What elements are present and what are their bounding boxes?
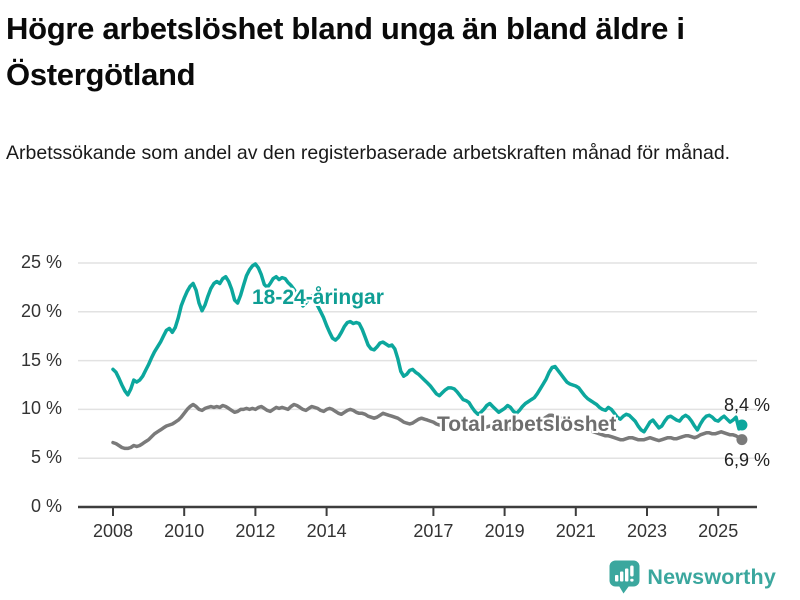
series-end-dot-0 [736,419,748,431]
y-axis-tick-label: 15 % [20,349,62,370]
end-value-label-total: 6,9 % [724,450,771,470]
x-axis-tick-label: 2010 [164,521,205,541]
series-label-total: Total arbetslöshet [437,413,617,436]
x-axis-tick-label: 2019 [484,521,525,541]
series-end-dot-1 [736,434,748,446]
x-axis-tick-label: 2025 [698,521,739,541]
x-axis-tick-label: 2012 [235,521,276,541]
brand-name: Newsworthy [647,564,776,589]
y-axis-tick-label: 25 % [20,252,62,272]
x-axis-tick-label: 2021 [555,521,596,541]
newsworthy-bar-chart-speech-bubble-icon [609,560,640,594]
x-axis-tick-label: 2023 [626,521,668,541]
y-axis-tick-label: 5 % [30,447,62,468]
x-axis-tick-label: 2017 [413,521,454,541]
x-axis-tick-label: 2014 [306,521,347,541]
page-subtitle: Arbetssökande som andel av den registerb… [6,142,731,164]
x-axis-tick-label: 2008 [92,521,134,541]
series-label-youth: 18-24-åringar [252,286,384,309]
y-axis-tick-label: 0 % [30,496,62,516]
brand-footer: Newsworthy [609,560,776,594]
end-value-label-youth: 8,4 % [724,395,771,415]
y-axis-tick-label: 10 % [20,398,62,419]
series-line-1 [111,402,744,451]
page-title: Högre arbetslöshet bland unga än bland ä… [6,11,685,92]
series-line-0 [111,262,744,434]
y-axis-tick-label: 20 % [20,300,62,321]
